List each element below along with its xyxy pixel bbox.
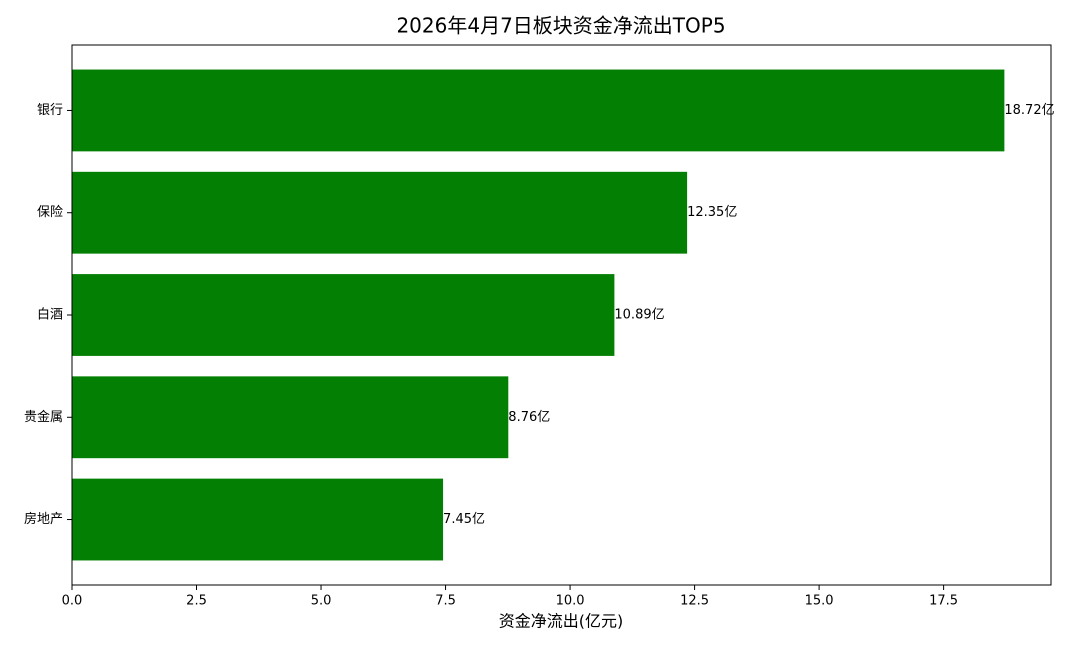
value-label: 18.72亿 [1004,103,1054,118]
value-label: 7.45亿 [443,512,485,527]
y-tick-label: 贵金属 [24,409,63,425]
x-tick-label: 15.0 [805,594,834,609]
x-tick-label: 17.5 [929,594,958,609]
x-tick-label: 2.5 [186,594,207,609]
chart-title: 2026年4月7日板块资金净流出TOP5 [396,14,725,38]
bar [72,376,509,459]
bar [72,274,615,356]
value-label: 12.35亿 [687,205,737,220]
x-tick-label: 5.0 [311,594,332,609]
x-tick-label: 10.0 [556,594,585,609]
value-label: 10.89亿 [614,308,664,323]
y-tick-label: 保险 [37,205,63,220]
x-tick-label: 7.5 [435,594,456,609]
x-axis-label: 资金净流出(亿元) [499,612,624,631]
y-tick-label: 白酒 [37,307,63,323]
value-label: 8.76亿 [508,410,550,425]
bar [72,69,1005,152]
y-tick-label: 银行 [37,103,63,118]
plot-frame [71,44,1052,586]
y-tick-label: 房地产 [24,511,63,527]
bar [72,478,444,561]
x-tick-label: 12.5 [680,594,709,609]
x-tick-label: 0.0 [62,594,83,609]
bar [72,171,688,254]
